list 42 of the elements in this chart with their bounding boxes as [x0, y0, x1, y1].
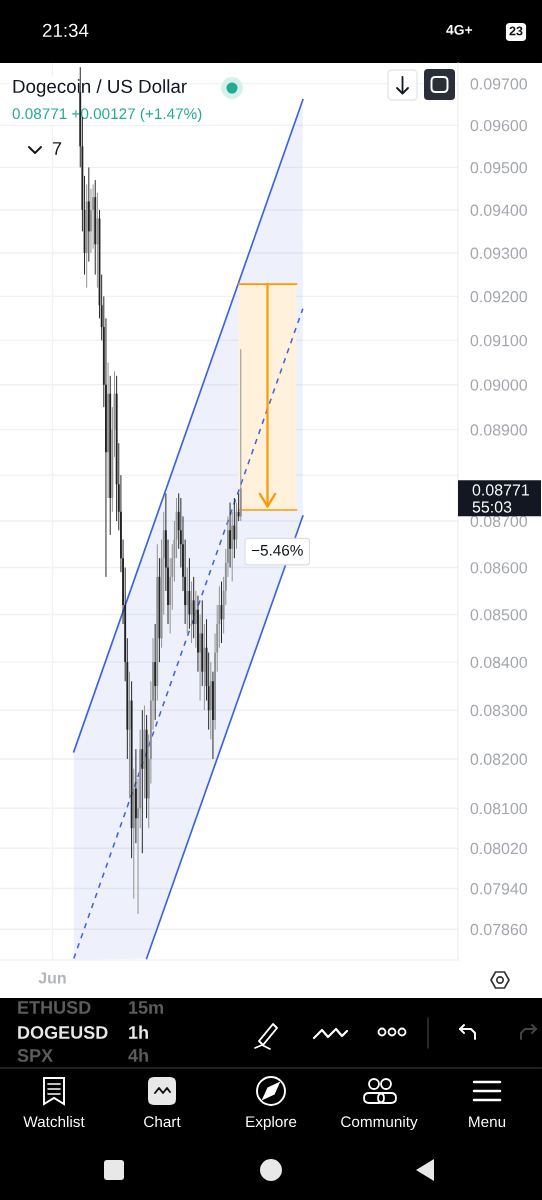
text: Explore [246, 1115, 297, 1131]
text: Chart [144, 1115, 181, 1128]
y-tick-label: 0.09400 [470, 204, 528, 216]
y-tick-label: 0.07940 [470, 883, 528, 895]
y-tick-label: 0.08100 [470, 802, 528, 815]
text: Community [341, 1115, 418, 1131]
y-tick-label: 0.08400 [470, 656, 528, 669]
x-tick-label: Jun [38, 972, 66, 984]
y-tick-label: 0.08300 [470, 704, 528, 717]
candlestick [212, 671, 214, 760]
text: SPX [17, 1049, 53, 1062]
y-tick-label: 0.09700 [470, 78, 528, 90]
annotation: −5.46% [251, 544, 303, 556]
y-tick-label: 0.09000 [470, 379, 528, 391]
text: 4h [128, 1048, 148, 1062]
y-tick-label: 0.08500 [470, 609, 528, 621]
y-tick-label: 0.09500 [470, 162, 528, 174]
y-tick-label: 0.08020 [470, 842, 528, 855]
text: ETHUSD [18, 1001, 91, 1014]
annotation: 7 [52, 142, 62, 155]
candlestick [197, 595, 199, 673]
text: DOGEUSD [18, 1026, 108, 1039]
text: 55:03 [472, 501, 512, 513]
y-tick-label: 0.08200 [470, 753, 528, 765]
y-tick-label: 0.08600 [470, 562, 528, 574]
text: 21:34 [42, 23, 89, 38]
y-tick-label: 0.08700 [470, 515, 528, 527]
text: 4G+ [446, 24, 473, 35]
y-tick-label: 0.08900 [470, 424, 528, 436]
y-tick-label: 0.09200 [470, 291, 528, 303]
text: Menu [469, 1116, 506, 1128]
candlestick [90, 188, 92, 254]
candlestick [237, 492, 240, 522]
text: 0.08771 [472, 484, 529, 496]
y-tick-label: 0.09300 [470, 247, 528, 259]
text: 15m [129, 1001, 164, 1014]
y-tick-label: 0.09100 [470, 334, 528, 347]
y-tick-label: 0.09600 [470, 119, 528, 132]
y-tick-label: 0.07860 [470, 923, 528, 936]
text: Watchlist [23, 1115, 85, 1128]
text: 23 [509, 26, 523, 36]
text: 1h [129, 1025, 148, 1039]
